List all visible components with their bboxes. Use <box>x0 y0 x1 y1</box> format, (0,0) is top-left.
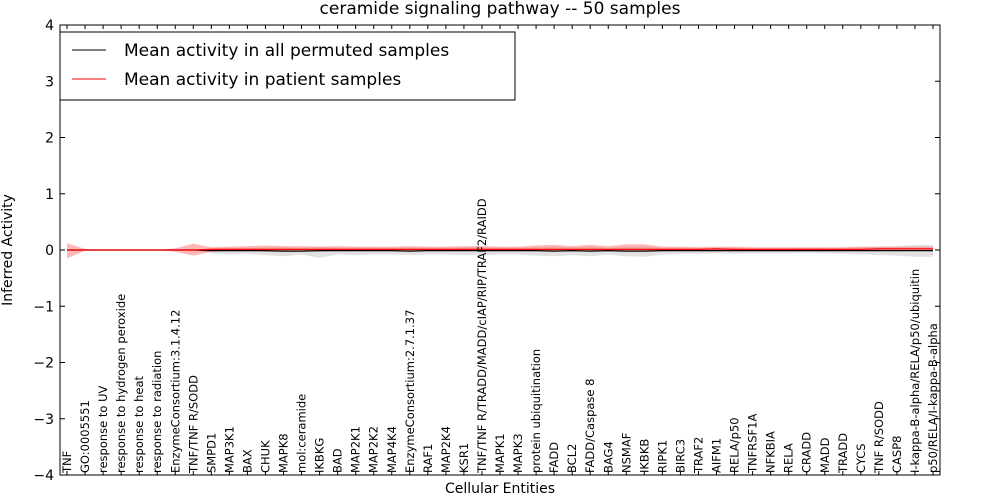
x-tick-label: MAP3K1 <box>222 426 236 473</box>
legend-label-permuted: Mean activity in all permuted samples <box>124 41 449 61</box>
x-tick-label: KSR1 <box>457 443 471 473</box>
x-tick-label: EnzymeConsortium:2.7.1.37 <box>403 310 417 473</box>
x-tick-label: CRADD <box>800 432 814 473</box>
x-tick-label: TRADD <box>836 433 850 474</box>
x-tick-label: AIFM1 <box>710 438 724 473</box>
y-axis-label: Inferred Activity <box>0 194 16 306</box>
x-tick-label: MAP2K2 <box>367 426 381 473</box>
x-axis-label: Cellular Entities <box>445 481 555 497</box>
y-tick-label: −4 <box>33 468 54 484</box>
legend: Mean activity in all permuted samples Me… <box>59 31 516 101</box>
x-tick-label: response to heat <box>132 376 146 473</box>
y-tick-label: −1 <box>33 299 54 315</box>
x-tick-label: CYCS <box>854 443 868 473</box>
x-tick-label: response to hydrogen peroxide <box>114 294 128 473</box>
x-tick-label: SMPD1 <box>204 433 218 473</box>
x-axis: TNF GO:0005551 response to UV response to h… <box>60 25 940 475</box>
band-0 <box>67 244 933 258</box>
y-axis: 4 3 2 1 0 −1 −2 −3 −4 <box>33 18 940 484</box>
x-tick-label: protein ubiquitination <box>529 349 543 473</box>
series-line-1 <box>67 248 933 251</box>
x-tick-label: mol:ceramide <box>295 394 309 473</box>
legend-box <box>59 31 516 101</box>
x-tick-label: RAF1 <box>421 444 435 473</box>
x-tick-label: BCL2 <box>565 444 579 473</box>
x-tick-label: response to UV <box>96 385 110 473</box>
x-tick-label: RIPK1 <box>655 440 669 473</box>
x-tick-label: BAG4 <box>601 441 615 473</box>
x-tick-label: FADD <box>547 442 561 473</box>
y-tick-label: 0 <box>45 243 54 259</box>
chart-title: ceramide signaling pathway -- 50 samples <box>320 0 681 19</box>
x-tick-label: TNF <box>60 451 74 474</box>
x-tick-label: MAPK3 <box>511 433 525 473</box>
series-line-0 <box>67 249 933 252</box>
x-tick-label: TRAF2 <box>691 437 705 474</box>
y-tick-label: 3 <box>45 74 54 90</box>
x-tick-label: TNF/TNF R/TRADD/MADD/cIAP/RIP/TRAF2/RAID… <box>475 198 489 474</box>
x-tick-label: TNFRSF1A <box>746 414 760 474</box>
x-tick-label: MAPK8 <box>277 433 291 473</box>
x-tick-label: IKBKB <box>637 439 651 473</box>
x-tick-label: RELA/p50 <box>728 417 742 473</box>
x-tick-label: BAX <box>240 449 254 473</box>
x-tick-label: I-kappa-B-alpha/RELA/p50/ubiquitin <box>908 269 922 473</box>
x-tick-label: NFKBIA <box>764 431 778 473</box>
y-tick-label: 4 <box>45 18 54 34</box>
x-tick-label: response to radiation <box>150 351 164 473</box>
x-tick-label: FADD/Caspase 8 <box>583 379 597 473</box>
x-tick-label: p50/RELA/I-kappa-B-alpha <box>926 323 940 473</box>
x-tick-label: RELA <box>782 443 796 473</box>
series-lines <box>67 248 933 252</box>
x-tick-label: CHUK <box>258 440 272 473</box>
x-tick-label: BIRC3 <box>673 439 687 473</box>
x-tick-label: MAP2K4 <box>439 426 453 473</box>
x-tick-label: BAD <box>331 448 345 473</box>
x-tick-label: MAP2K1 <box>349 426 363 473</box>
x-tick-label: TNF R/SODD <box>872 401 886 474</box>
x-tick-label: MAPK1 <box>493 433 507 473</box>
y-tick-label: −2 <box>33 356 54 372</box>
x-tick-label: IKBKG <box>313 438 327 473</box>
x-tick-label: TNF/TNF R/SODD <box>186 375 200 474</box>
x-tick-label: NSMAF <box>619 433 633 473</box>
x-tick-label: GO:0005551 <box>78 400 92 473</box>
x-tick-label: MADD <box>818 437 832 473</box>
y-tick-label: −3 <box>33 412 54 428</box>
x-tick-label: EnzymeConsortium:3.1.4.12 <box>168 310 182 473</box>
x-tick-label: MAP4K4 <box>385 426 399 473</box>
y-tick-label: 1 <box>45 187 54 203</box>
legend-label-patient: Mean activity in patient samples <box>124 70 401 90</box>
x-tick-label: CASP8 <box>890 436 904 473</box>
y-tick-label: 2 <box>45 131 54 147</box>
